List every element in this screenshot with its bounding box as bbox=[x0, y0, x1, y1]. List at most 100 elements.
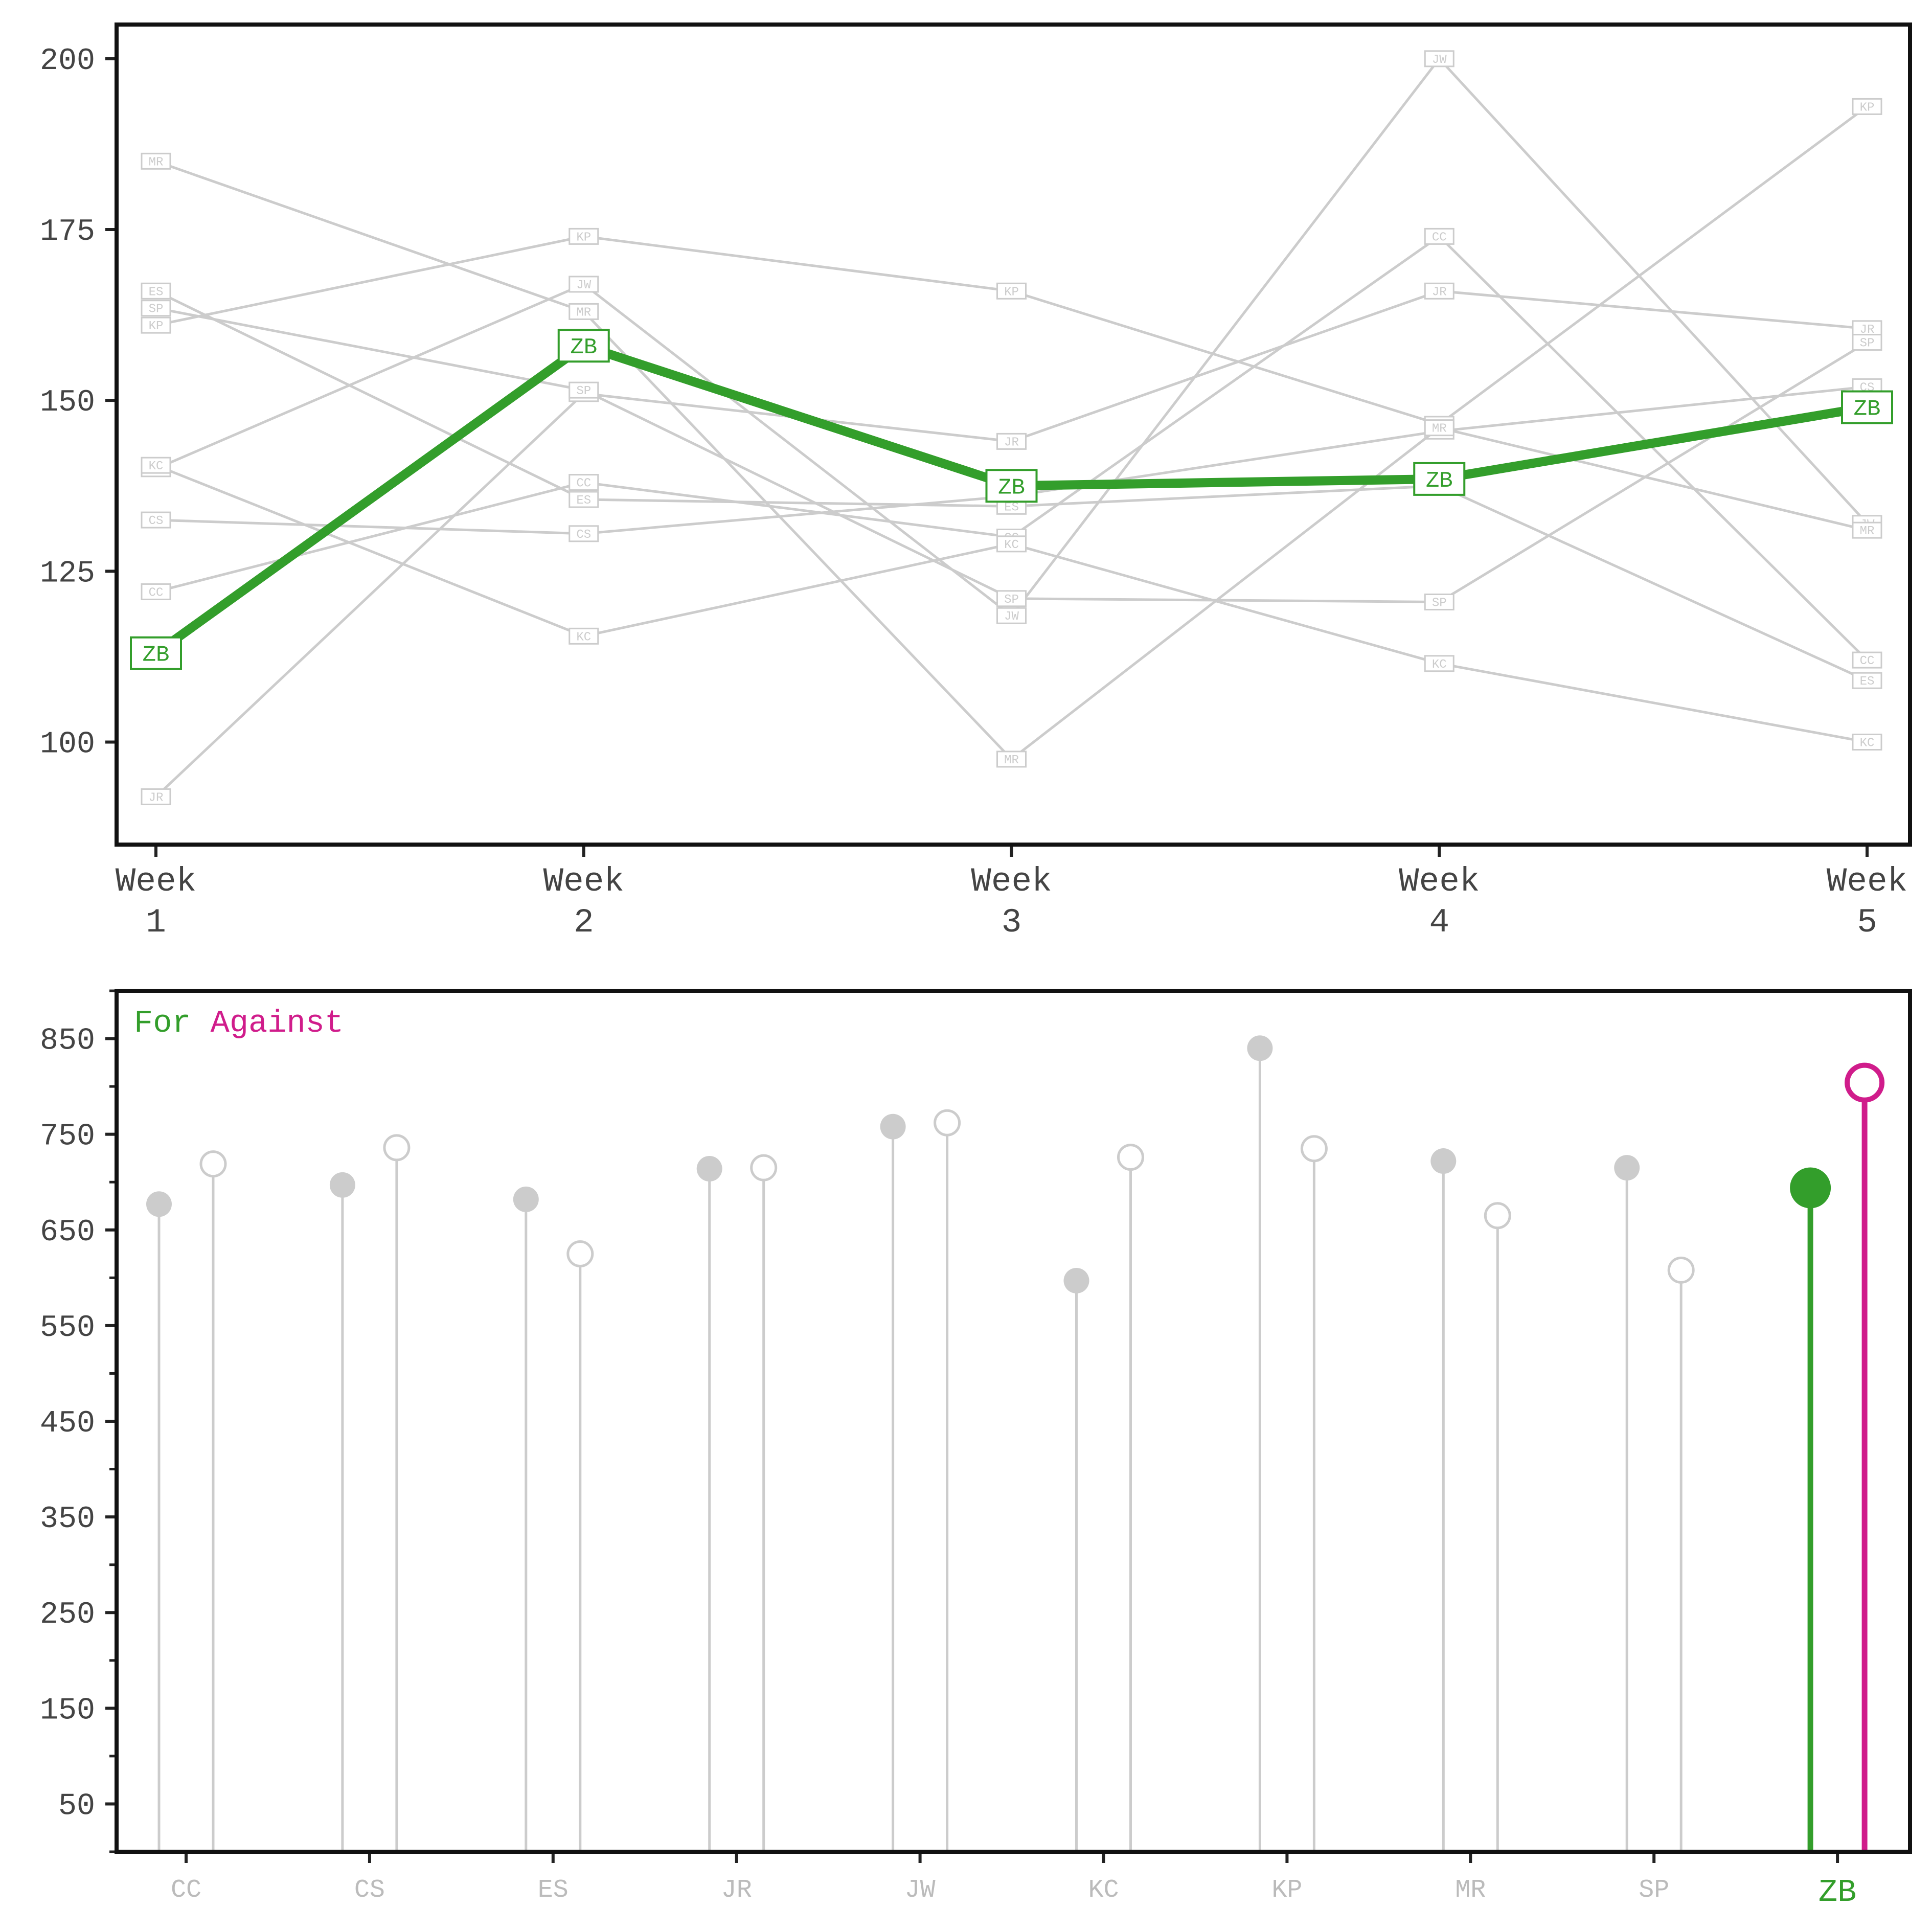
point-label-kp: KP bbox=[1860, 101, 1875, 115]
point-label-cc: CC bbox=[576, 477, 591, 491]
for-head-es bbox=[513, 1186, 539, 1212]
point-marker-cc bbox=[1424, 228, 1454, 245]
point-marker-jw bbox=[996, 607, 1027, 624]
for-against-lollipop-chart: 50 150 250 350 450 550 650 750 850 CC CS ES JR JW KC KP… bbox=[40, 989, 1912, 1911]
x-tick-label-line1: Week bbox=[543, 862, 624, 901]
y-tick-label: 250 bbox=[40, 1598, 95, 1632]
x-tick-label-sp: SP bbox=[1639, 1876, 1669, 1905]
point-marker-kp bbox=[569, 228, 599, 245]
point-marker-zb bbox=[1841, 390, 1893, 424]
point-label-jw: JW bbox=[1432, 53, 1447, 67]
point-marker-jw bbox=[1424, 50, 1454, 67]
point-marker-kc bbox=[569, 627, 599, 645]
point-label-kc: KC bbox=[576, 630, 591, 644]
point-label-zb: ZB bbox=[143, 643, 170, 668]
point-marker-zb bbox=[130, 636, 182, 670]
against-head-sp bbox=[1667, 1256, 1695, 1284]
point-marker-mr bbox=[1852, 521, 1882, 539]
point-label-kc: KC bbox=[1004, 538, 1019, 552]
x-tick-label-jw: JW bbox=[905, 1876, 936, 1905]
against-head-cc bbox=[199, 1150, 227, 1178]
point-marker-jw bbox=[569, 276, 599, 293]
series-line-mr bbox=[155, 160, 1868, 761]
for-head-cc bbox=[146, 1191, 172, 1217]
y-tick-label: 650 bbox=[40, 1215, 95, 1250]
point-label-jw: JW bbox=[576, 279, 591, 292]
point-label-mr: MR bbox=[1860, 525, 1875, 538]
x-tick-label-kc: KC bbox=[1088, 1876, 1119, 1905]
x-tick-label-line2: 1 bbox=[146, 903, 166, 942]
point-marker-es bbox=[1852, 672, 1882, 689]
legend-against-label: Against bbox=[211, 1005, 344, 1041]
plot-frame bbox=[115, 22, 1912, 847]
point-marker-cc bbox=[569, 474, 599, 491]
x-tick-label-cc: CC bbox=[171, 1876, 201, 1905]
point-marker-sp bbox=[996, 590, 1027, 607]
point-marker-sp bbox=[1852, 334, 1882, 351]
point-label-jr: JR bbox=[149, 791, 164, 805]
point-label-jr: JR bbox=[1004, 436, 1019, 449]
point-marker-cc bbox=[1852, 651, 1882, 669]
point-label-cc: CC bbox=[1860, 654, 1875, 668]
point-label-cs: CS bbox=[149, 514, 164, 528]
against-head-kc bbox=[1117, 1144, 1144, 1171]
y-tick-label: 100 bbox=[40, 728, 95, 762]
point-label-zb: ZB bbox=[1854, 397, 1881, 422]
x-tick-label-zb: ZB bbox=[1819, 1874, 1856, 1911]
point-marker-jr bbox=[141, 788, 171, 805]
y-tick-label: 550 bbox=[40, 1311, 95, 1346]
point-label-es: ES bbox=[576, 494, 591, 508]
point-label-zb: ZB bbox=[570, 335, 597, 360]
y-tick-label: 150 bbox=[40, 385, 95, 420]
for-head-zb bbox=[1790, 1167, 1831, 1209]
legend: For Against bbox=[134, 1005, 344, 1041]
y-tick-label: 450 bbox=[40, 1406, 95, 1441]
point-label-sp: SP bbox=[1432, 596, 1447, 610]
point-marker-kp bbox=[1852, 98, 1882, 115]
y-tick-label: 175 bbox=[40, 215, 95, 249]
point-marker-mr bbox=[141, 152, 171, 170]
point-label-kp: KP bbox=[1004, 285, 1019, 299]
y-tick-label: 350 bbox=[40, 1502, 95, 1537]
x-tick-label-mr: MR bbox=[1455, 1876, 1486, 1905]
point-label-es: ES bbox=[149, 285, 164, 299]
against-head-kp bbox=[1300, 1135, 1328, 1163]
x-tick-label-line2: 5 bbox=[1857, 903, 1877, 942]
point-marker-mr bbox=[996, 751, 1027, 768]
x-tick-label-line2: 2 bbox=[574, 903, 594, 942]
point-marker-cc bbox=[141, 583, 171, 600]
point-label-sp: SP bbox=[1860, 337, 1875, 351]
point-label-mr: MR bbox=[1004, 754, 1019, 767]
x-tick-label-jr: JR bbox=[721, 1876, 752, 1905]
point-label-es: ES bbox=[1860, 675, 1875, 689]
point-label-kc: KC bbox=[1860, 737, 1875, 751]
x-tick-label-line2: 3 bbox=[1002, 903, 1022, 942]
point-label-mr: MR bbox=[1432, 422, 1447, 436]
for-head-cs bbox=[329, 1172, 355, 1198]
x-tick-label-kp: KP bbox=[1271, 1876, 1302, 1905]
point-marker-kc bbox=[1424, 655, 1454, 672]
point-marker-sp bbox=[141, 300, 171, 317]
point-marker-zb bbox=[557, 329, 610, 363]
point-label-kp: KP bbox=[149, 320, 164, 333]
series-line-sp bbox=[155, 307, 1868, 603]
point-label-sp: SP bbox=[149, 303, 164, 316]
against-head-mr bbox=[1484, 1202, 1511, 1230]
for-head-jr bbox=[696, 1156, 722, 1182]
for-head-kc bbox=[1063, 1267, 1089, 1293]
point-marker-mr bbox=[569, 303, 599, 320]
point-marker-es bbox=[141, 282, 171, 300]
point-label-jw: JW bbox=[1004, 610, 1019, 624]
point-label-sp: SP bbox=[1004, 593, 1019, 607]
point-marker-jr bbox=[1424, 282, 1454, 300]
point-marker-jr bbox=[996, 433, 1027, 450]
against-head-jw bbox=[934, 1109, 961, 1137]
x-tick-label-line1: Week bbox=[971, 862, 1052, 901]
point-label-zb: ZB bbox=[998, 475, 1025, 501]
for-head-sp bbox=[1614, 1155, 1640, 1181]
point-label-cs: CS bbox=[576, 528, 591, 542]
against-head-es bbox=[566, 1240, 594, 1268]
point-label-kp: KP bbox=[576, 231, 591, 244]
point-label-jr: JR bbox=[1432, 285, 1447, 299]
x-tick-label-line1: Week bbox=[116, 862, 196, 901]
